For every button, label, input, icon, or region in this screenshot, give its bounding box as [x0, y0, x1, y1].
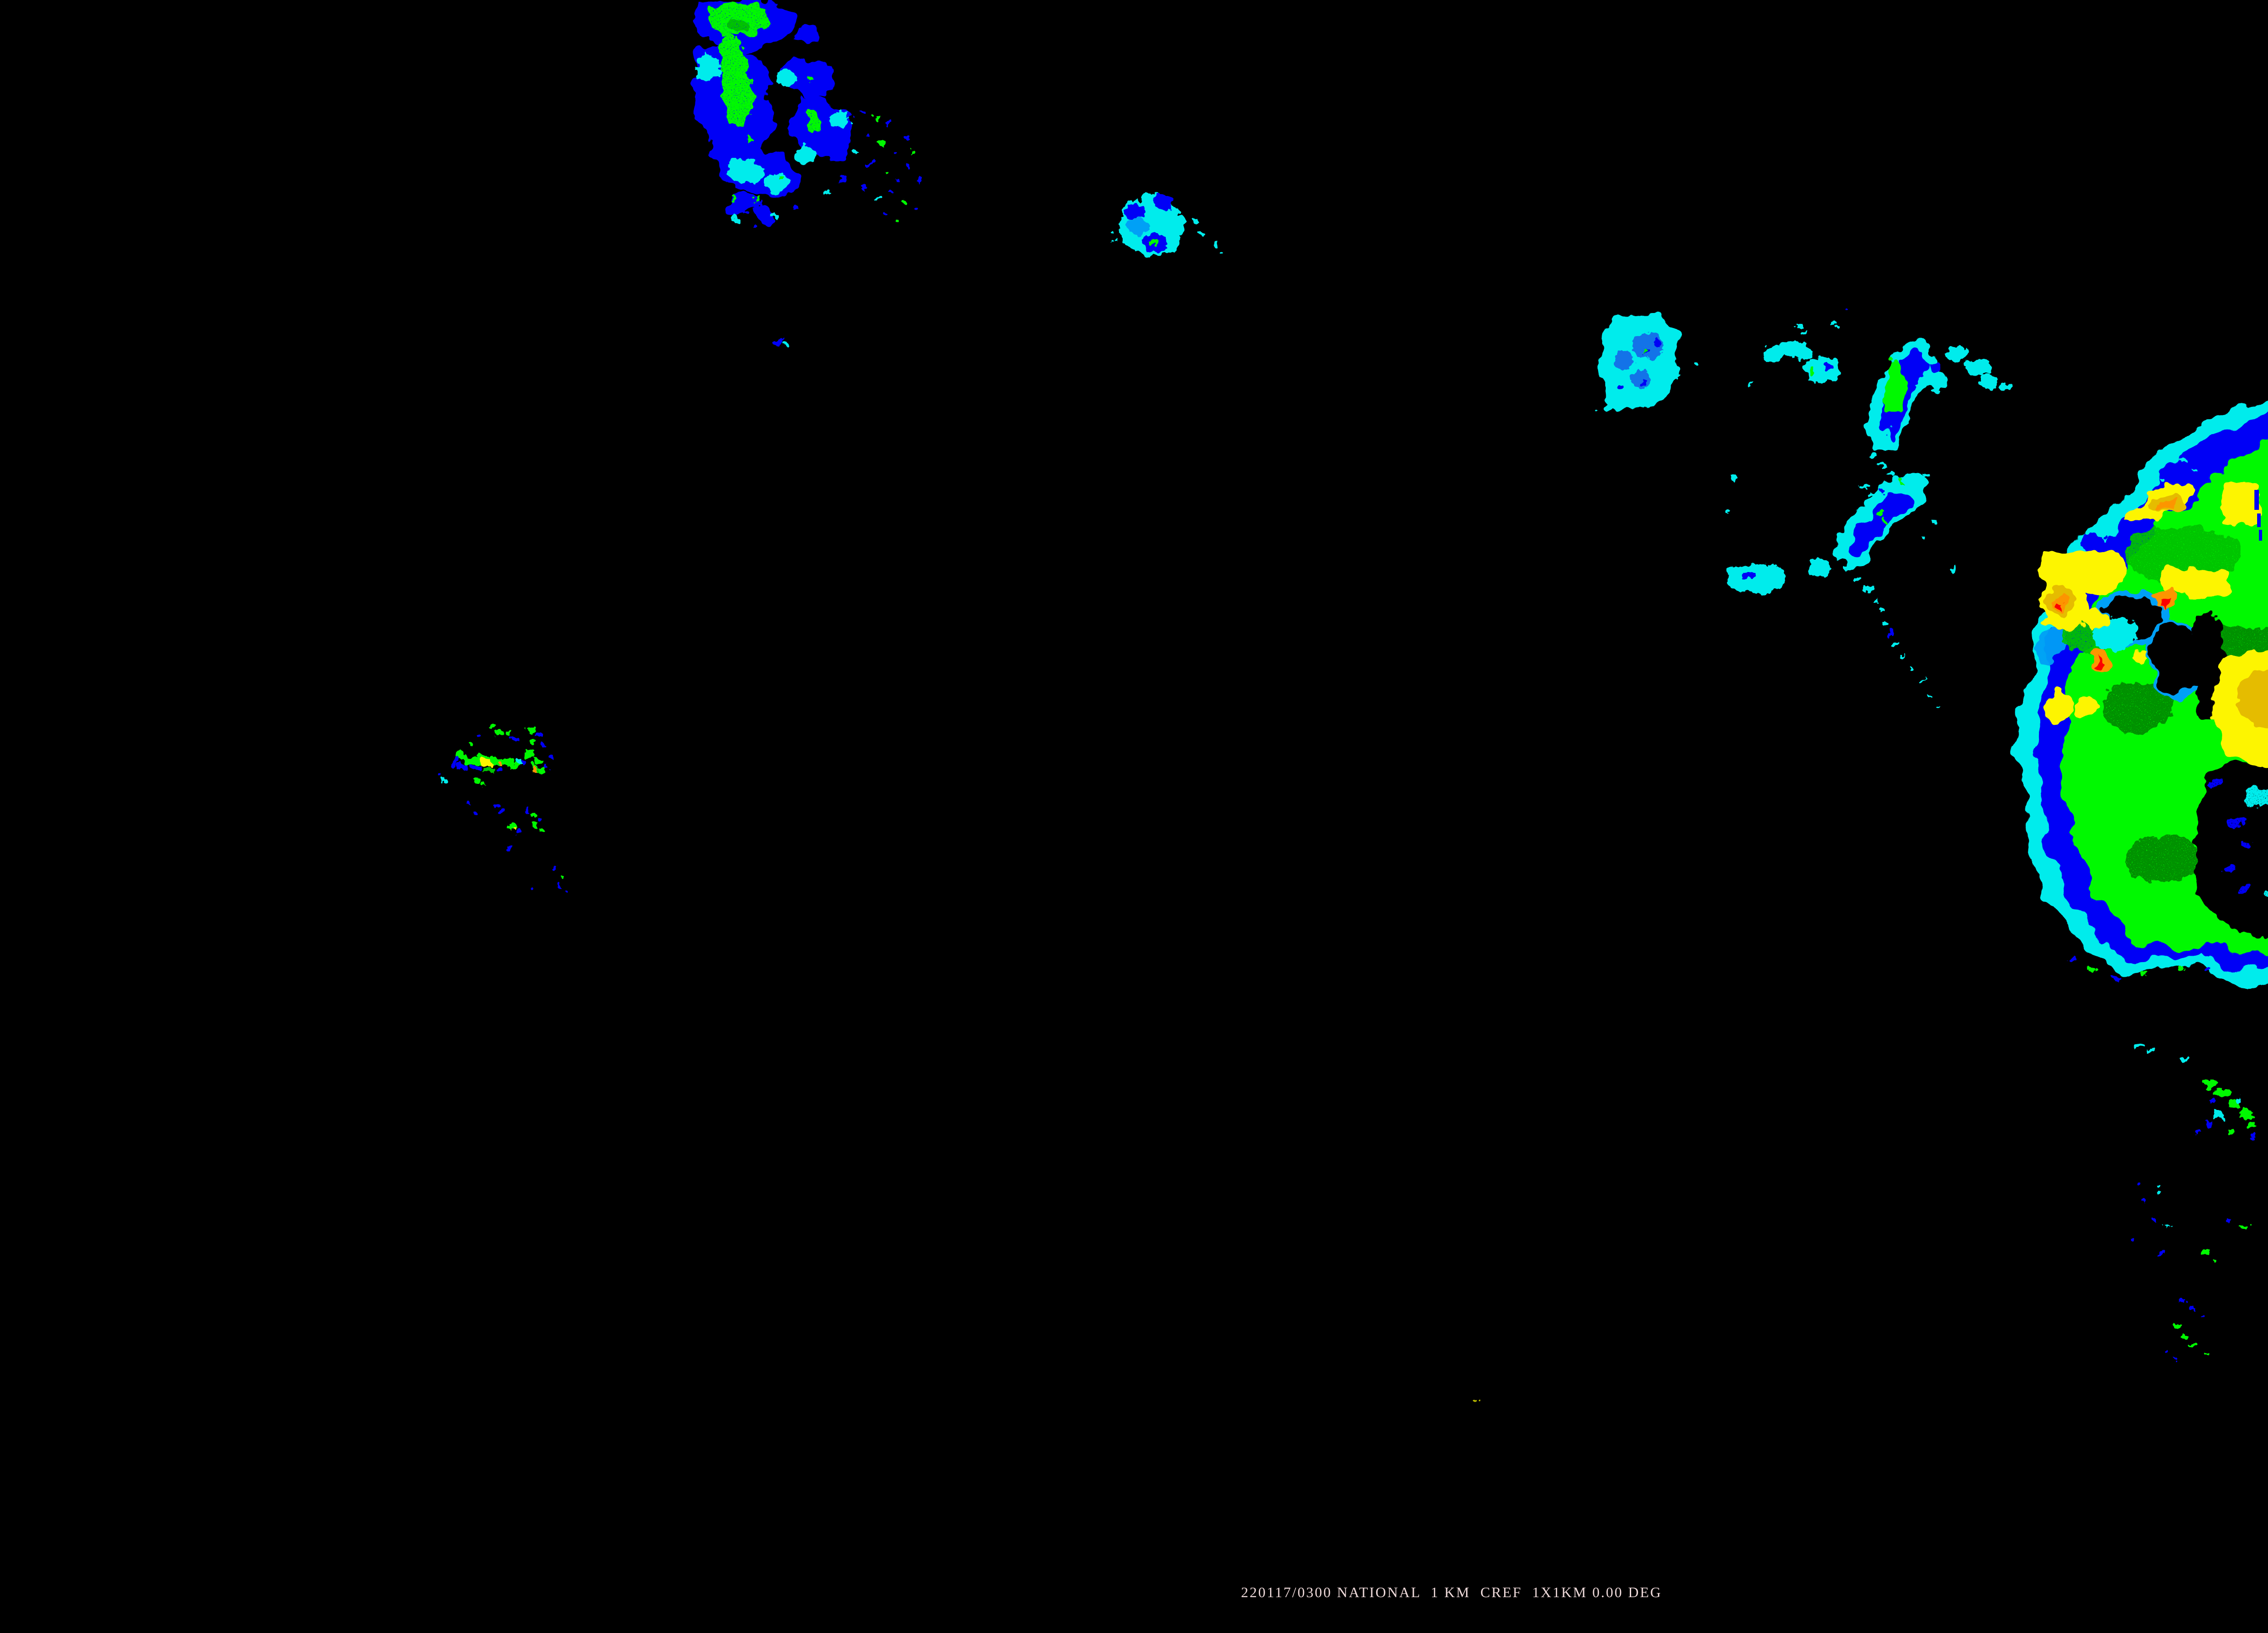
echo-band-field-center	[1726, 309, 1990, 709]
speck-field-band	[1726, 309, 1939, 709]
radar-beam-artifacts	[2254, 490, 2262, 541]
storm-heavy-cores	[2039, 482, 2268, 768]
echo-cluster-top-left	[689, 0, 921, 348]
speck-field-storm-west	[1918, 375, 2200, 570]
echo-cell-cyan-kidney	[1597, 314, 1754, 412]
storm-system-right	[1918, 375, 2268, 980]
echo-cluster-left-center	[436, 726, 568, 895]
speck-field-cyan-cell	[1597, 341, 1754, 412]
echo-cluster-bottom-right	[1474, 1399, 1479, 1402]
speck-field-bottom-right	[1474, 1399, 1479, 1402]
storm-dry-slot	[2093, 590, 2268, 937]
echo-cell-top-center	[1111, 195, 1224, 256]
speck-field-storm-south	[2068, 957, 2210, 980]
speck-field-top-center	[1111, 219, 1224, 252]
speck-field-top-left	[731, 76, 921, 348]
echo-scatter-below-storm	[2132, 1044, 2257, 1361]
product-caption: 220117/0300 NATIONAL 1 KM CREF 1X1KM 0.0…	[1241, 1584, 1662, 1600]
dry-slot-specks	[2210, 778, 2268, 903]
